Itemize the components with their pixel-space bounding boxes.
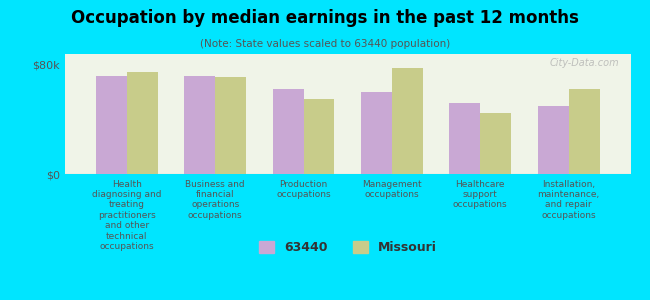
Legend: 63440, Missouri: 63440, Missouri	[259, 241, 436, 254]
Bar	[185, 76, 215, 174]
Bar	[538, 106, 569, 174]
Bar	[215, 77, 246, 174]
Bar	[569, 89, 599, 174]
Text: (Note: State values scaled to 63440 population): (Note: State values scaled to 63440 popu…	[200, 39, 450, 49]
Text: City-Data.com: City-Data.com	[549, 58, 619, 68]
Bar	[449, 103, 480, 174]
Bar	[304, 99, 335, 174]
Bar	[272, 89, 304, 174]
Bar	[127, 72, 158, 174]
Bar	[361, 92, 392, 174]
Bar	[480, 112, 511, 174]
Bar	[392, 68, 423, 174]
Text: Occupation by median earnings in the past 12 months: Occupation by median earnings in the pas…	[71, 9, 579, 27]
Bar	[96, 76, 127, 174]
